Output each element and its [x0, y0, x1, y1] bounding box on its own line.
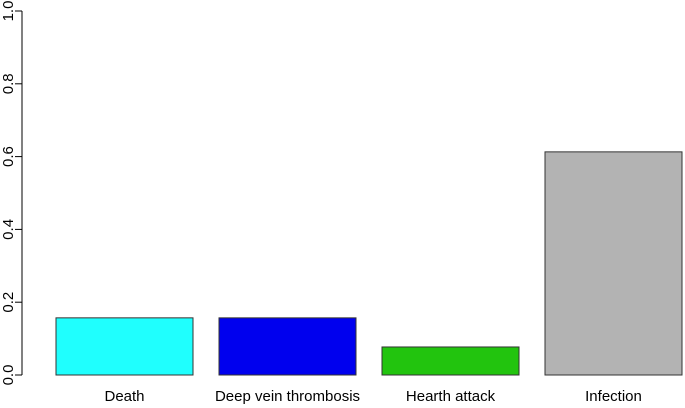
x-tick-label: Death — [104, 388, 144, 405]
bar — [55, 317, 194, 376]
y-tick-label: 0.0 — [0, 365, 17, 386]
bar — [381, 346, 520, 376]
y-tick-label: 0.6 — [0, 146, 17, 167]
bar — [544, 151, 683, 376]
y-tick-label: 1.0 — [0, 1, 17, 22]
x-tick-label: Hearth attack — [406, 388, 496, 405]
x-tick-label: Deep vein thrombosis — [215, 388, 360, 405]
y-tick-label: 0.4 — [0, 219, 17, 240]
y-tick-label: 0.8 — [0, 73, 17, 94]
bar — [218, 317, 357, 376]
x-tick-label: Infection — [585, 388, 642, 405]
y-tick-label: 0.2 — [0, 292, 17, 313]
